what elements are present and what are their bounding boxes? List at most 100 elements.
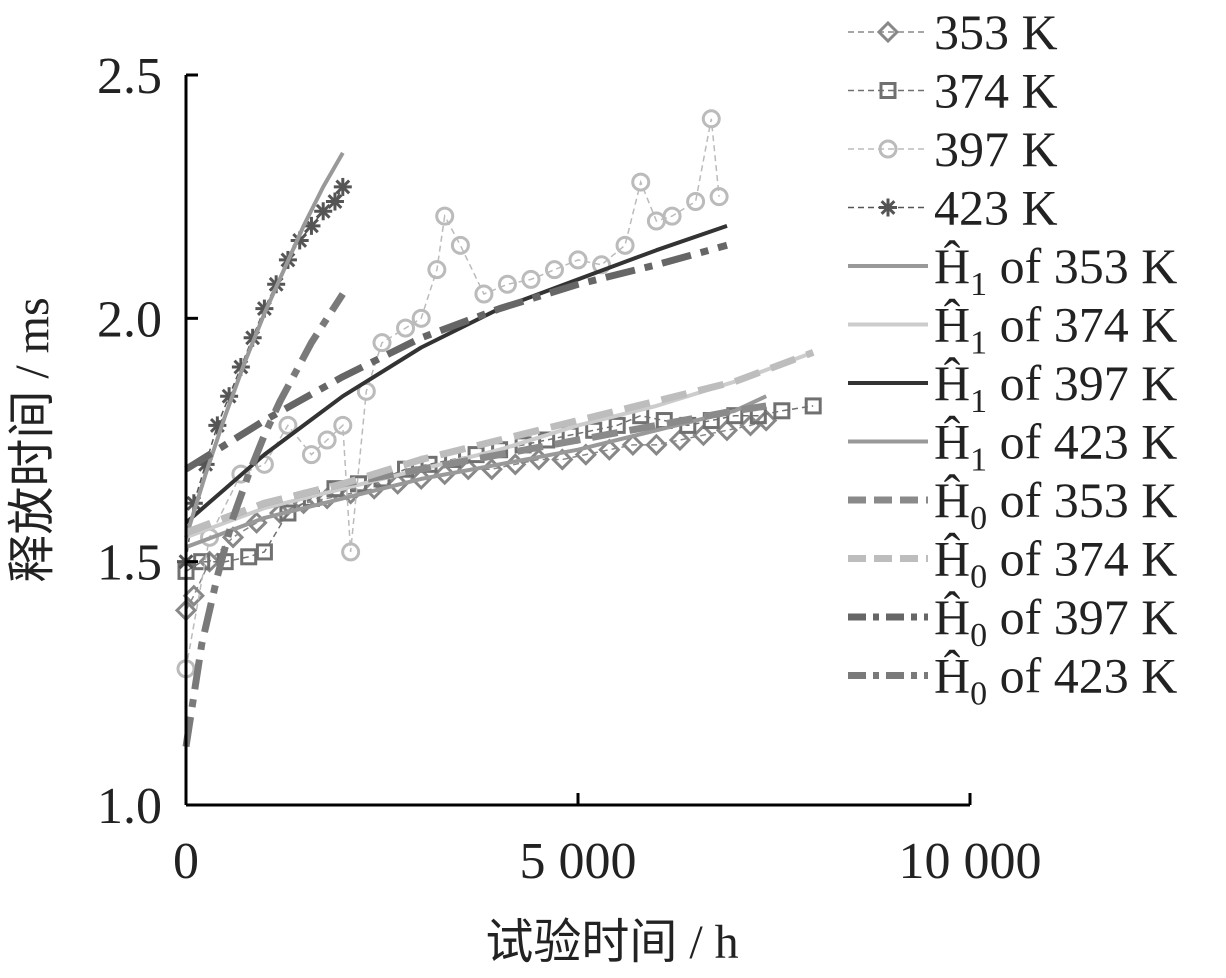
legend-label: Ĥ0 of 397 K [934, 589, 1177, 654]
series-line [185, 118, 720, 669]
legend-suffix: of 423 K [987, 414, 1177, 470]
data-point [341, 542, 361, 562]
legend-symbol: Ĥ [934, 297, 970, 353]
data-point [568, 250, 588, 270]
data-point [372, 333, 392, 353]
legend-subscript: 1 [970, 325, 987, 362]
legend-label: Ĥ0 of 374 K [934, 531, 1177, 596]
legend-entry: Ĥ1 of 374 K [848, 297, 1177, 362]
data-point [435, 206, 455, 226]
legend-subscript: 0 [970, 500, 987, 537]
data-point [538, 431, 556, 449]
data-point [396, 318, 416, 338]
series-3 [177, 177, 352, 571]
legend-suffix: of 374 K [987, 297, 1177, 353]
data-point [333, 177, 352, 196]
data-point [773, 402, 791, 420]
data-point [701, 109, 721, 129]
legend-label: 374 K [934, 63, 1058, 119]
data-point [231, 464, 251, 484]
legend-label: Ĥ1 of 397 K [934, 355, 1177, 420]
fit-line [184, 241, 728, 473]
x-tick-label: 10 000 [899, 833, 1042, 890]
legend-subscript: 0 [970, 617, 987, 654]
data-point [662, 206, 682, 226]
legend-marker [879, 82, 897, 99]
legend-label: 423 K [934, 180, 1058, 236]
series-6 [184, 224, 728, 525]
data-point [692, 424, 715, 447]
data-point [182, 584, 205, 607]
legend-entry: Ĥ1 of 423 K [848, 414, 1177, 479]
legend-entry: Ĥ0 of 423 K [848, 648, 1177, 713]
data-point [631, 172, 651, 192]
data-point [301, 445, 321, 465]
legend-suffix: of 353 K [987, 238, 1177, 294]
legend-subscript: 0 [970, 676, 987, 713]
data-point [268, 501, 292, 525]
data-point [386, 472, 409, 495]
legend-label: Ĥ1 of 353 K [934, 238, 1177, 303]
data-point [427, 260, 447, 280]
legend-suffix: of 374 K [987, 531, 1177, 587]
data-point [255, 543, 273, 561]
legend-label: Ĥ0 of 423 K [934, 648, 1177, 713]
y-tick-label: 1.0 [97, 778, 162, 835]
legend-subscript: 1 [970, 383, 987, 420]
legend-subscript: 0 [970, 559, 987, 596]
data-point [592, 255, 612, 275]
data-point [457, 458, 480, 481]
legend-subscript: 1 [970, 442, 987, 479]
legend-label: 353 K [934, 4, 1058, 60]
fit-line [184, 402, 767, 536]
data-point [598, 438, 621, 461]
data-point [715, 419, 739, 442]
series-2 [176, 109, 729, 679]
y-tick-label: 2.5 [97, 48, 162, 105]
fit-line [184, 349, 815, 536]
legend-label: 397 K [934, 121, 1058, 177]
legend-symbol: Ĥ [934, 414, 970, 470]
data-point [668, 428, 692, 452]
data-point [645, 433, 668, 456]
legend-suffix: of 397 K [987, 355, 1177, 411]
legend-subscript: 1 [970, 266, 987, 303]
series-line [185, 405, 814, 573]
legend-entry: 423 K [848, 180, 1058, 236]
legend-suffix: of 397 K [987, 589, 1177, 645]
y-axis-title: 释放时间 / ms [6, 297, 59, 582]
series-11 [182, 292, 346, 748]
data-point [686, 192, 706, 212]
data-point [521, 269, 541, 289]
legend-entry: Ĥ0 of 353 K [848, 472, 1177, 537]
data-point [544, 260, 564, 280]
data-point [411, 308, 431, 328]
legend-symbol: Ĥ [934, 648, 970, 704]
legend-marker [878, 139, 898, 159]
x-tick-label: 0 [173, 833, 199, 890]
legend-entry: Ĥ1 of 353 K [848, 238, 1177, 303]
data-point [755, 409, 778, 432]
data-point [198, 550, 221, 573]
fit-line [182, 292, 346, 748]
legend-entry: Ĥ1 of 397 K [848, 355, 1177, 420]
series-8 [184, 402, 767, 536]
legend-suffix: of 353 K [987, 472, 1177, 528]
plot-area [174, 109, 822, 748]
data-point [278, 415, 298, 435]
legend-marker [879, 198, 897, 217]
legend-entry: Ĥ0 of 374 K [848, 531, 1177, 596]
legend-label: Ĥ1 of 374 K [934, 297, 1177, 362]
legend-symbol: Ĥ [934, 355, 970, 411]
data-point [474, 284, 494, 304]
x-tick-label: 5 000 [520, 833, 637, 890]
x-axis-title: 试验时间 / h [485, 916, 738, 969]
legend-label: Ĥ1 of 423 K [934, 414, 1177, 479]
data-point [325, 192, 344, 211]
legend-label: Ĥ0 of 353 K [934, 472, 1177, 537]
y-tick-label: 1.5 [97, 535, 162, 592]
data-point [804, 397, 822, 415]
